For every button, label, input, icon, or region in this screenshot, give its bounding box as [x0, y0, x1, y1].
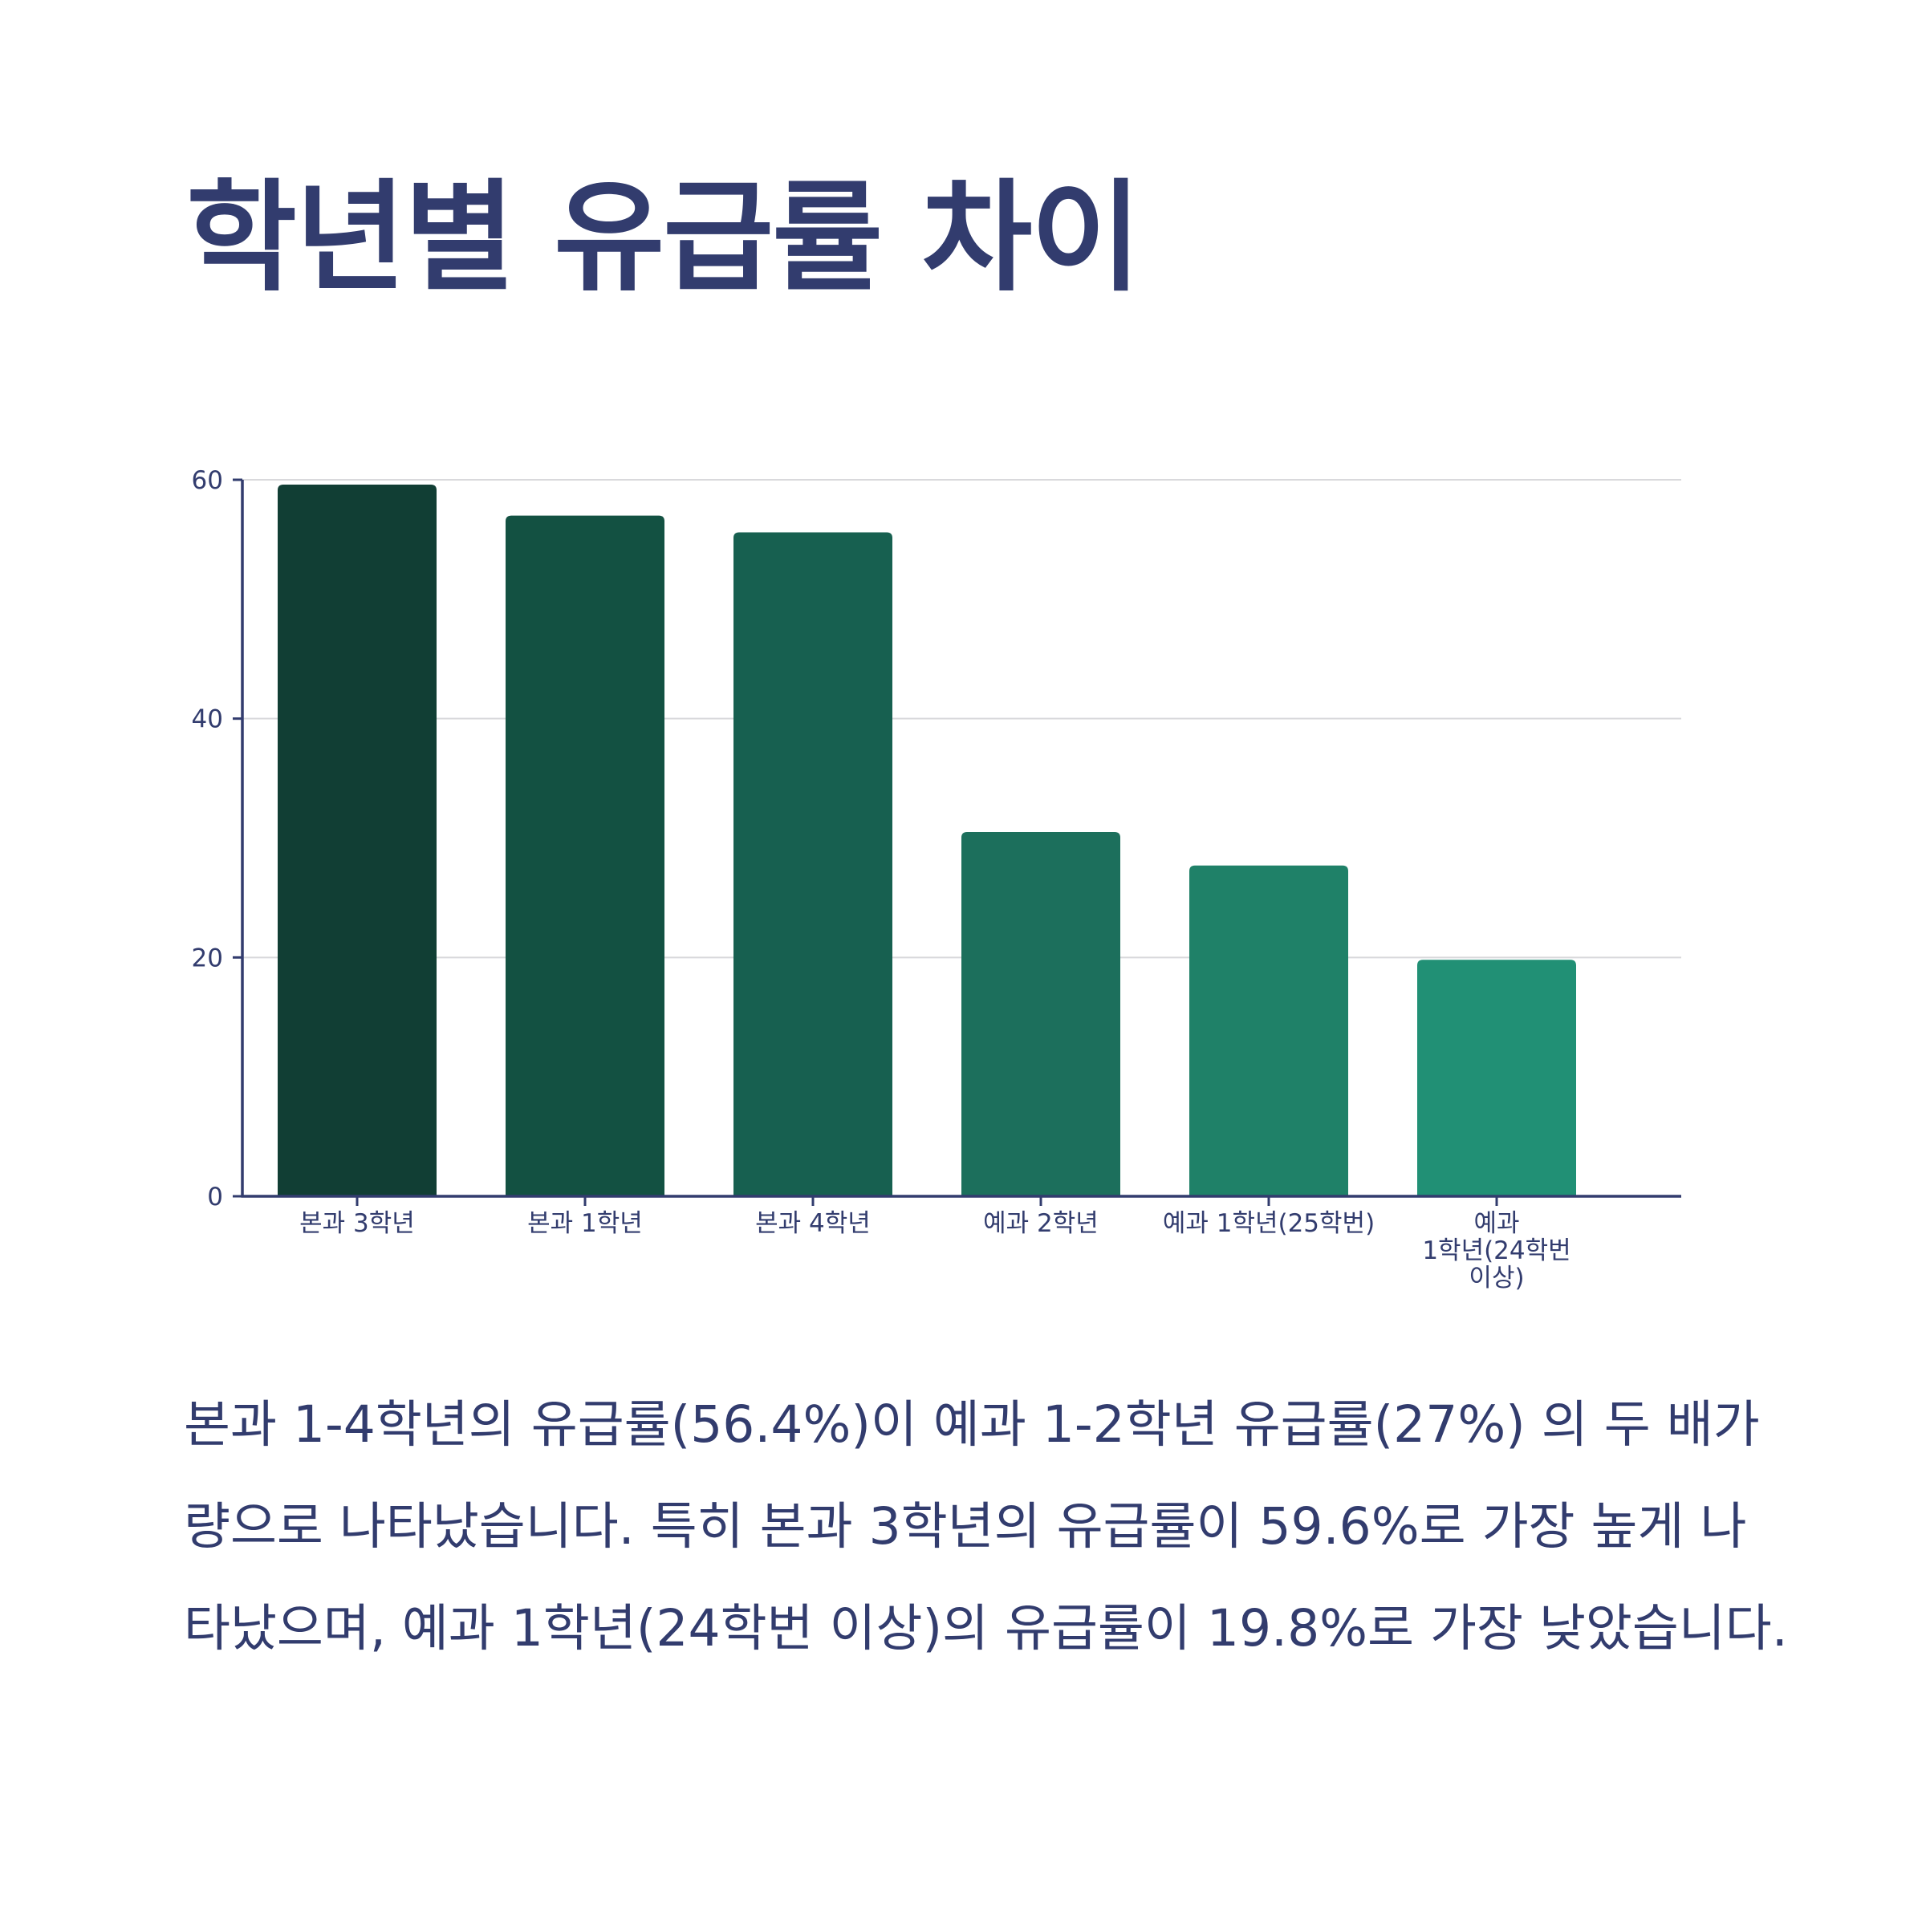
- bar: [506, 515, 664, 1196]
- y-tick-label: 60: [192, 466, 223, 495]
- bar: [733, 532, 892, 1196]
- description-text: 본과 1-4학년의 유급률(56.4%)이 예과 1-2학년 유급률(27%) …: [184, 1395, 1788, 1658]
- y-tick-label: 20: [192, 944, 223, 972]
- y-tick-label: 40: [192, 705, 223, 734]
- x-tick-label: 예과 1학년(24학번 이상): [1422, 1209, 1570, 1293]
- bar: [1189, 865, 1348, 1196]
- bars: [278, 484, 1576, 1196]
- y-tick-label: 0: [207, 1183, 223, 1212]
- axes: [233, 478, 1681, 1206]
- x-tick-label: 예과 1학년(25학번): [1163, 1209, 1375, 1238]
- labels: 0 20 40 60 본과 3학년 본과 1학년 본과 4학년 예과 2학년 예과 1학년(25…: [192, 466, 1571, 1293]
- x-tick-label: 본과 3학년: [299, 1209, 415, 1238]
- page-title: 학년별 유급률 차이: [186, 168, 1141, 308]
- bar: [1417, 960, 1576, 1196]
- x-tick-label: 본과 4학년: [755, 1209, 871, 1238]
- bar: [961, 832, 1120, 1196]
- x-tick-label: 예과 2학년: [983, 1209, 1099, 1238]
- bar: [278, 484, 437, 1196]
- x-tick-label: 본과 1학년: [527, 1209, 643, 1238]
- bar-chart: 0 20 40 60 본과 3학년 본과 1학년 본과 4학년 예과 2학년 예과 1학년(25…: [192, 466, 1681, 1293]
